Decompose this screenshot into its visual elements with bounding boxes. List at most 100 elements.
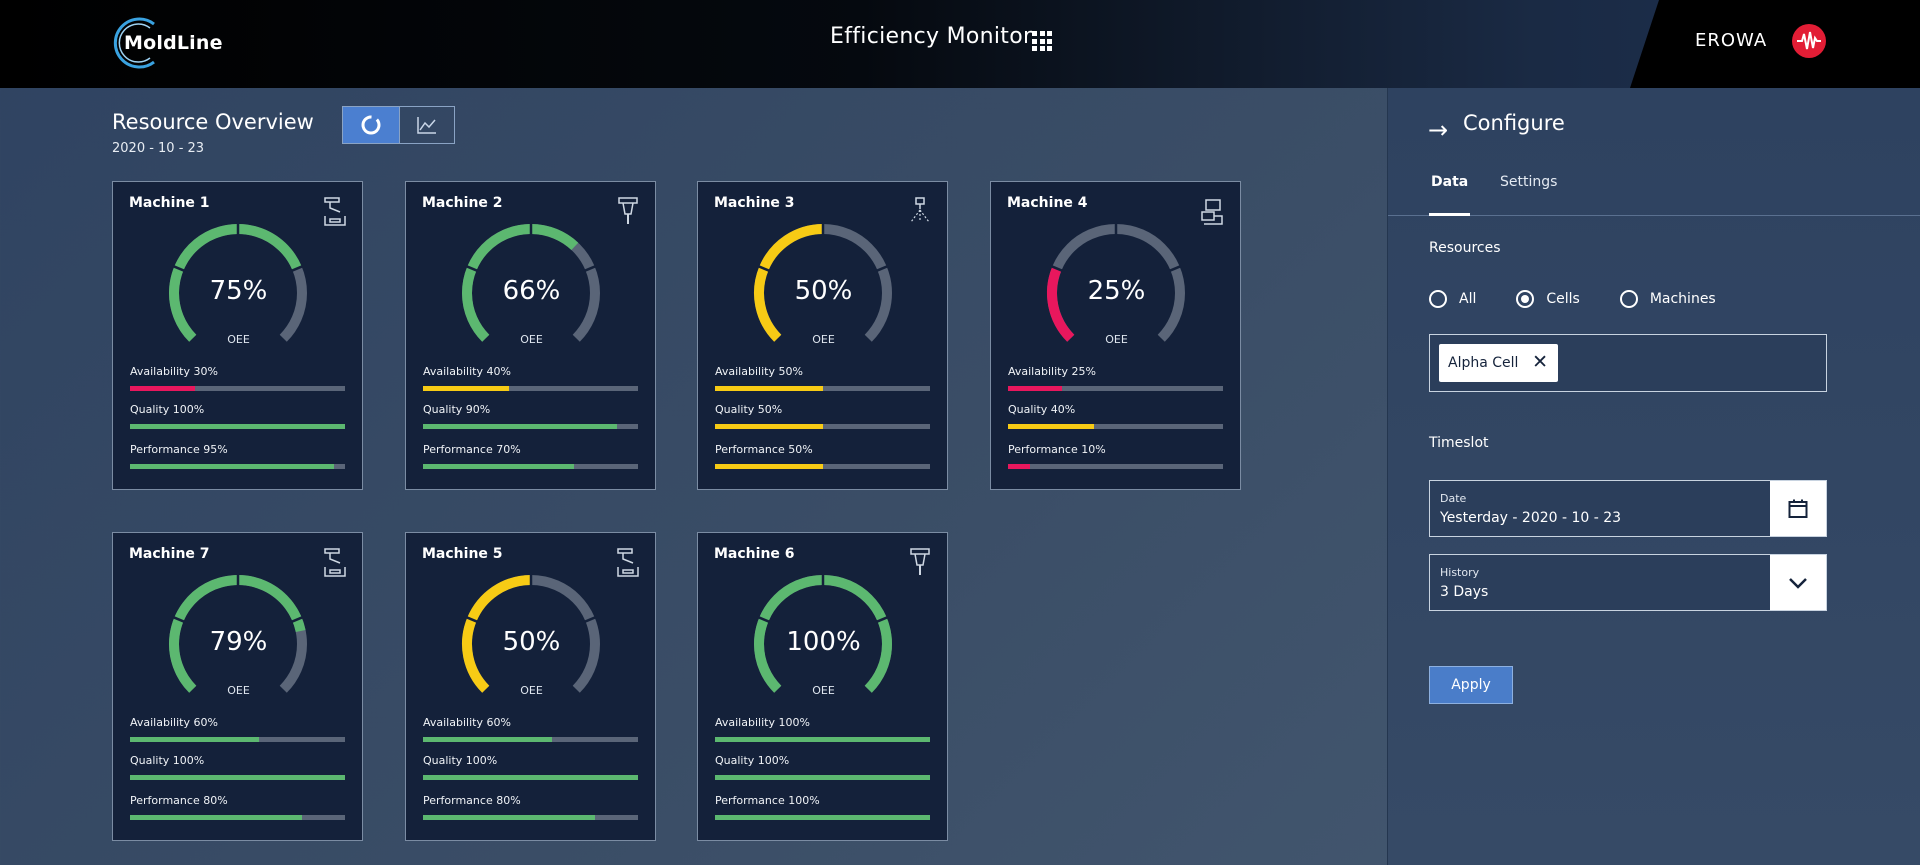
history-select[interactable]: History 3 Days [1429, 554, 1827, 611]
quality-metric: Quality 100% [715, 754, 930, 780]
performance-label: Performance 50% [715, 443, 813, 456]
resources-label: Resources [1429, 240, 1501, 256]
availability-bar-fill [715, 737, 930, 742]
gauge-fill [462, 224, 579, 342]
performance-bar-fill [423, 815, 595, 820]
brand-name: EROWA [1695, 30, 1768, 51]
line-chart-icon [417, 117, 436, 134]
performance-bar-fill [130, 815, 302, 820]
gauge-tick [172, 616, 185, 623]
oee-gauge [169, 223, 307, 342]
view-toggle [342, 106, 455, 144]
radio-cells-circle[interactable] [1516, 290, 1535, 308]
performance-bar-fill [130, 464, 335, 469]
timeslot-label: Timeslot [1429, 435, 1489, 451]
performance-bar-fill [423, 464, 574, 469]
availability-label: Availability 40% [423, 365, 511, 378]
history-dropdown-button[interactable] [1770, 555, 1826, 610]
availability-label: Availability 60% [130, 716, 218, 729]
history-field-value: 3 Days [1440, 584, 1489, 600]
performance-bar-fill [715, 464, 823, 469]
quality-label: Quality 90% [423, 403, 491, 416]
quality-metric: Quality 100% [423, 754, 638, 780]
page-date: 2020 - 10 - 23 [112, 141, 205, 156]
oee-value: 75% [209, 276, 268, 306]
gauge-tick [584, 616, 597, 623]
radio-all-circle[interactable] [1429, 290, 1447, 308]
logo-text: MoldLine [124, 32, 223, 54]
oee-label: OEE [520, 684, 543, 697]
quality-bar-fill [715, 424, 823, 429]
machine-card[interactable]: Machine 3 50% OEE Availability 50% Quality 5… [697, 181, 948, 490]
machine-name: Machine 1 [129, 195, 210, 211]
radio-machines[interactable]: Machines [1619, 290, 1716, 308]
oee-gauge [754, 574, 892, 693]
availability-metric: Availability 30% [130, 365, 345, 391]
quality-label: Quality 40% [1008, 403, 1076, 416]
availability-metric: Availability 25% [1008, 365, 1223, 391]
availability-bar-track [423, 386, 638, 391]
arrow-right-icon[interactable]: → [1428, 116, 1449, 144]
availability-bar-track [715, 737, 930, 742]
availability-bar-track [715, 386, 930, 391]
mill-icon [907, 547, 933, 579]
tab-settings[interactable]: Settings [1500, 174, 1558, 190]
availability-label: Availability 25% [1008, 365, 1096, 378]
gauge-tick [1050, 265, 1063, 272]
resource-select-input[interactable]: Alpha Cell ✕ [1429, 334, 1827, 392]
calendar-button[interactable] [1770, 481, 1826, 536]
performance-bar-fill [1008, 464, 1030, 469]
gauge-view-button[interactable] [343, 107, 399, 143]
app-grid-icon[interactable] [1032, 31, 1052, 51]
resource-radio-group: All Cells Machines [1429, 290, 1756, 308]
machine-card[interactable]: Machine 5 50% OEE Availability 60% Quality 1… [405, 532, 656, 841]
oee-gauge [169, 574, 307, 693]
machine-card[interactable]: Machine 6 100% OEE Availability 100% Quality… [697, 532, 948, 841]
date-field[interactable]: Date Yesterday - 2020 - 10 - 23 [1429, 480, 1827, 537]
oee-gauge [462, 223, 600, 342]
press-icon [322, 196, 348, 228]
quality-bar-track [715, 775, 930, 780]
machine-card[interactable]: Machine 4 25% OEE Availability 25% Quality 4… [990, 181, 1241, 490]
oee-value: 25% [1087, 276, 1146, 306]
radio-machines-circle[interactable] [1619, 290, 1638, 308]
chip-label: Alpha Cell [1448, 355, 1519, 371]
oee-label: OEE [1105, 333, 1128, 346]
quality-bar-track [130, 424, 345, 429]
gauge-tick [584, 265, 597, 272]
oee-value: 66% [502, 276, 561, 306]
performance-label: Performance 100% [715, 794, 820, 807]
remove-chip-icon[interactable]: ✕ [1532, 351, 1548, 373]
gauge-tick [465, 616, 478, 623]
quality-metric: Quality 100% [130, 403, 345, 429]
mill-icon [615, 196, 641, 228]
brand-wave-icon [1792, 24, 1826, 58]
oee-label: OEE [227, 333, 250, 346]
machine-card[interactable]: Machine 2 66% OEE Availability 40% Quality 9… [405, 181, 656, 490]
performance-label: Performance 95% [130, 443, 228, 456]
performance-metric: Performance 10% [1008, 443, 1223, 469]
quality-bar-fill [423, 775, 638, 780]
radio-cells-label: Cells [1546, 291, 1580, 307]
availability-bar-fill [130, 737, 259, 742]
availability-metric: Availability 40% [423, 365, 638, 391]
history-field-label: History [1440, 566, 1480, 579]
apply-button[interactable]: Apply [1429, 666, 1513, 704]
moldline-logo[interactable]: MoldLine [110, 14, 223, 72]
tab-data[interactable]: Data [1429, 174, 1471, 216]
press-icon [322, 547, 348, 579]
quality-bar-fill [130, 775, 345, 780]
availability-label: Availability 60% [423, 716, 511, 729]
press-icon [615, 547, 641, 579]
gauge-tick [757, 265, 770, 272]
date-field-value: Yesterday - 2020 - 10 - 23 [1440, 510, 1622, 526]
machine-card[interactable]: Machine 7 79% OEE Availability 60% Quality 1… [112, 532, 363, 841]
radio-cells[interactable]: Cells [1516, 290, 1580, 308]
gauge-tick [172, 265, 185, 272]
machine-card[interactable]: Machine 1 75% OEE Availability 30% Quality 1… [112, 181, 363, 490]
radio-all[interactable]: All [1429, 290, 1476, 308]
performance-metric: Performance 70% [423, 443, 638, 469]
chart-view-button[interactable] [398, 107, 455, 143]
quality-label: Quality 100% [130, 403, 205, 416]
availability-label: Availability 100% [715, 716, 810, 729]
